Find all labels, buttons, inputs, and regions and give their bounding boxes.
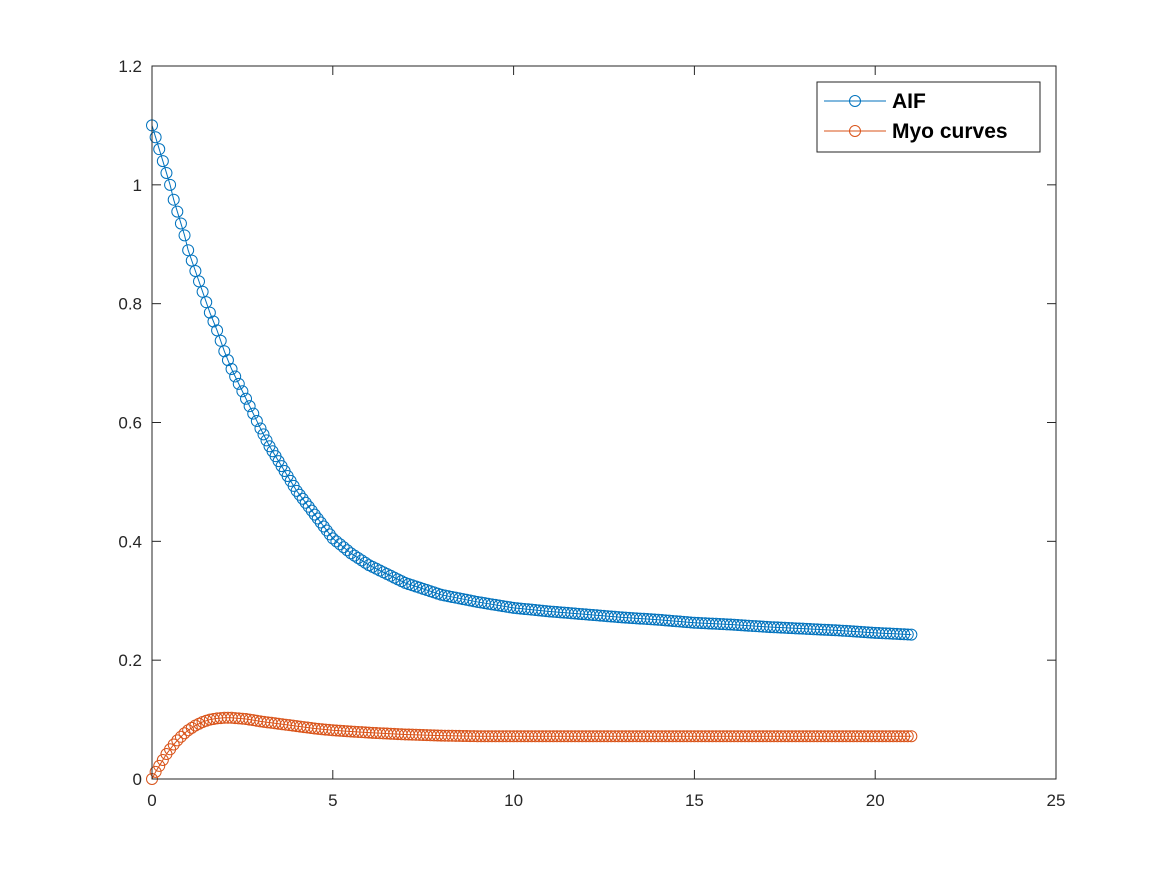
series-0-marker-50	[314, 516, 327, 529]
series-line-0	[151, 125, 912, 636]
series-0-marker-6	[167, 193, 180, 206]
series-1-marker-208	[898, 730, 911, 743]
series-0-marker-27	[243, 400, 256, 413]
series-0-marker-15	[200, 296, 213, 309]
series-0-marker-21	[221, 354, 234, 367]
series-0-marker-24	[232, 377, 245, 390]
series-0-marker-8	[174, 217, 187, 230]
series-0-marker-31	[257, 428, 270, 441]
x-tick-label-5: 25	[1047, 791, 1066, 810]
series-0-marker-25	[236, 385, 249, 398]
series-0	[146, 119, 918, 641]
x-axis: 0 5 10 15 20 25	[147, 66, 1065, 810]
series-0-marker-46	[302, 500, 315, 513]
x-tick-label-3: 15	[685, 791, 704, 810]
axes-background	[152, 66, 1056, 779]
series-0-marker-32	[260, 434, 273, 447]
series-0-marker-26	[240, 392, 253, 405]
series-0-marker-3	[156, 155, 169, 168]
series-1-marker-209	[901, 730, 914, 743]
y-tick-label-5: 1	[133, 176, 142, 195]
series-0-marker-48	[308, 508, 321, 521]
legend-marker-aif	[849, 95, 861, 107]
series-0-marker-5	[164, 178, 177, 191]
series-0-marker-19	[214, 334, 227, 347]
series-0-marker-4	[160, 166, 173, 179]
series-1-marker-11	[185, 721, 198, 734]
series-1	[146, 711, 918, 785]
series-0-marker-57	[337, 541, 350, 554]
series-0-marker-18	[211, 324, 224, 337]
series-0-marker-55	[330, 535, 343, 548]
series-0-marker-16	[203, 306, 216, 319]
series-0-marker-56	[334, 538, 347, 551]
legend-label-myo-curves: Myo curves	[892, 120, 1008, 143]
series-1-marker-7	[171, 734, 184, 747]
series-1-marker-1	[149, 765, 162, 778]
series-0-marker-2	[153, 143, 166, 156]
series-0-marker-29	[250, 415, 263, 428]
y-tick-label-2: 0.4	[118, 532, 142, 551]
series-0-marker-49	[311, 512, 324, 525]
y-tick-label-6: 1.2	[118, 57, 142, 76]
series-1-marker-3	[156, 753, 169, 766]
series-layer	[146, 119, 918, 785]
series-0-marker-214	[905, 628, 918, 641]
series-0-marker-52	[320, 524, 333, 537]
plot-area: 0 5 10 15 20 25 0 0.2 0.4 0.6 0.8 1 1.2	[118, 57, 1065, 810]
y-tick-label-4: 0.8	[118, 295, 142, 314]
series-0-marker-12	[189, 264, 202, 277]
series-0-marker-45	[299, 496, 312, 509]
y-axis: 0 0.2 0.4 0.6 0.8 1 1.2	[118, 57, 1056, 789]
series-0-marker-51	[317, 520, 330, 533]
series-0-marker-7	[171, 205, 184, 218]
series-0-marker-54	[326, 532, 339, 545]
series-0-marker-63	[359, 556, 372, 569]
series-0-marker-28	[247, 407, 260, 420]
series-0-marker-20	[218, 345, 231, 358]
y-tick-label-0: 0	[133, 770, 142, 789]
series-0-marker-23	[229, 370, 242, 383]
series-0-marker-30	[254, 422, 267, 435]
series-0-marker-44	[296, 492, 309, 505]
x-tick-label-4: 20	[866, 791, 885, 810]
legend-label-aif: AIF	[892, 90, 926, 113]
x-tick-label-0: 0	[147, 791, 156, 810]
series-0-marker-13	[193, 275, 206, 288]
legend: AIF Myo curves	[816, 81, 1041, 153]
series-0-marker-1	[149, 131, 162, 144]
series-0-marker-212	[898, 628, 911, 641]
series-1-marker-8	[174, 730, 187, 743]
series-0-marker-11	[185, 254, 198, 267]
y-tick-label-1: 0.2	[118, 651, 142, 670]
series-0-marker-53	[323, 528, 336, 541]
legend-box	[816, 81, 1041, 153]
series-0-marker-42	[290, 484, 303, 497]
series-0-marker-22	[225, 363, 238, 376]
y-tick-label-3: 0.6	[118, 414, 142, 433]
series-0-marker-10	[182, 244, 195, 257]
series-0-marker-213	[901, 628, 914, 641]
series-0-marker-17	[207, 315, 220, 328]
legend-marker-myo-curves	[849, 125, 861, 137]
x-tick-label-1: 5	[328, 791, 337, 810]
series-1-marker-210	[905, 730, 918, 743]
legend-entry-aif: AIF	[824, 90, 926, 113]
series-1-marker-6	[167, 738, 180, 751]
legend-entry-myo-curves: Myo curves	[824, 120, 1008, 143]
series-0-marker-47	[305, 504, 318, 517]
series-1-marker-2	[153, 759, 166, 772]
series-0-marker-9	[178, 229, 191, 242]
series-0-marker-14	[196, 285, 209, 298]
x-tick-label-2: 10	[504, 791, 523, 810]
series-0-marker-43	[293, 488, 306, 501]
